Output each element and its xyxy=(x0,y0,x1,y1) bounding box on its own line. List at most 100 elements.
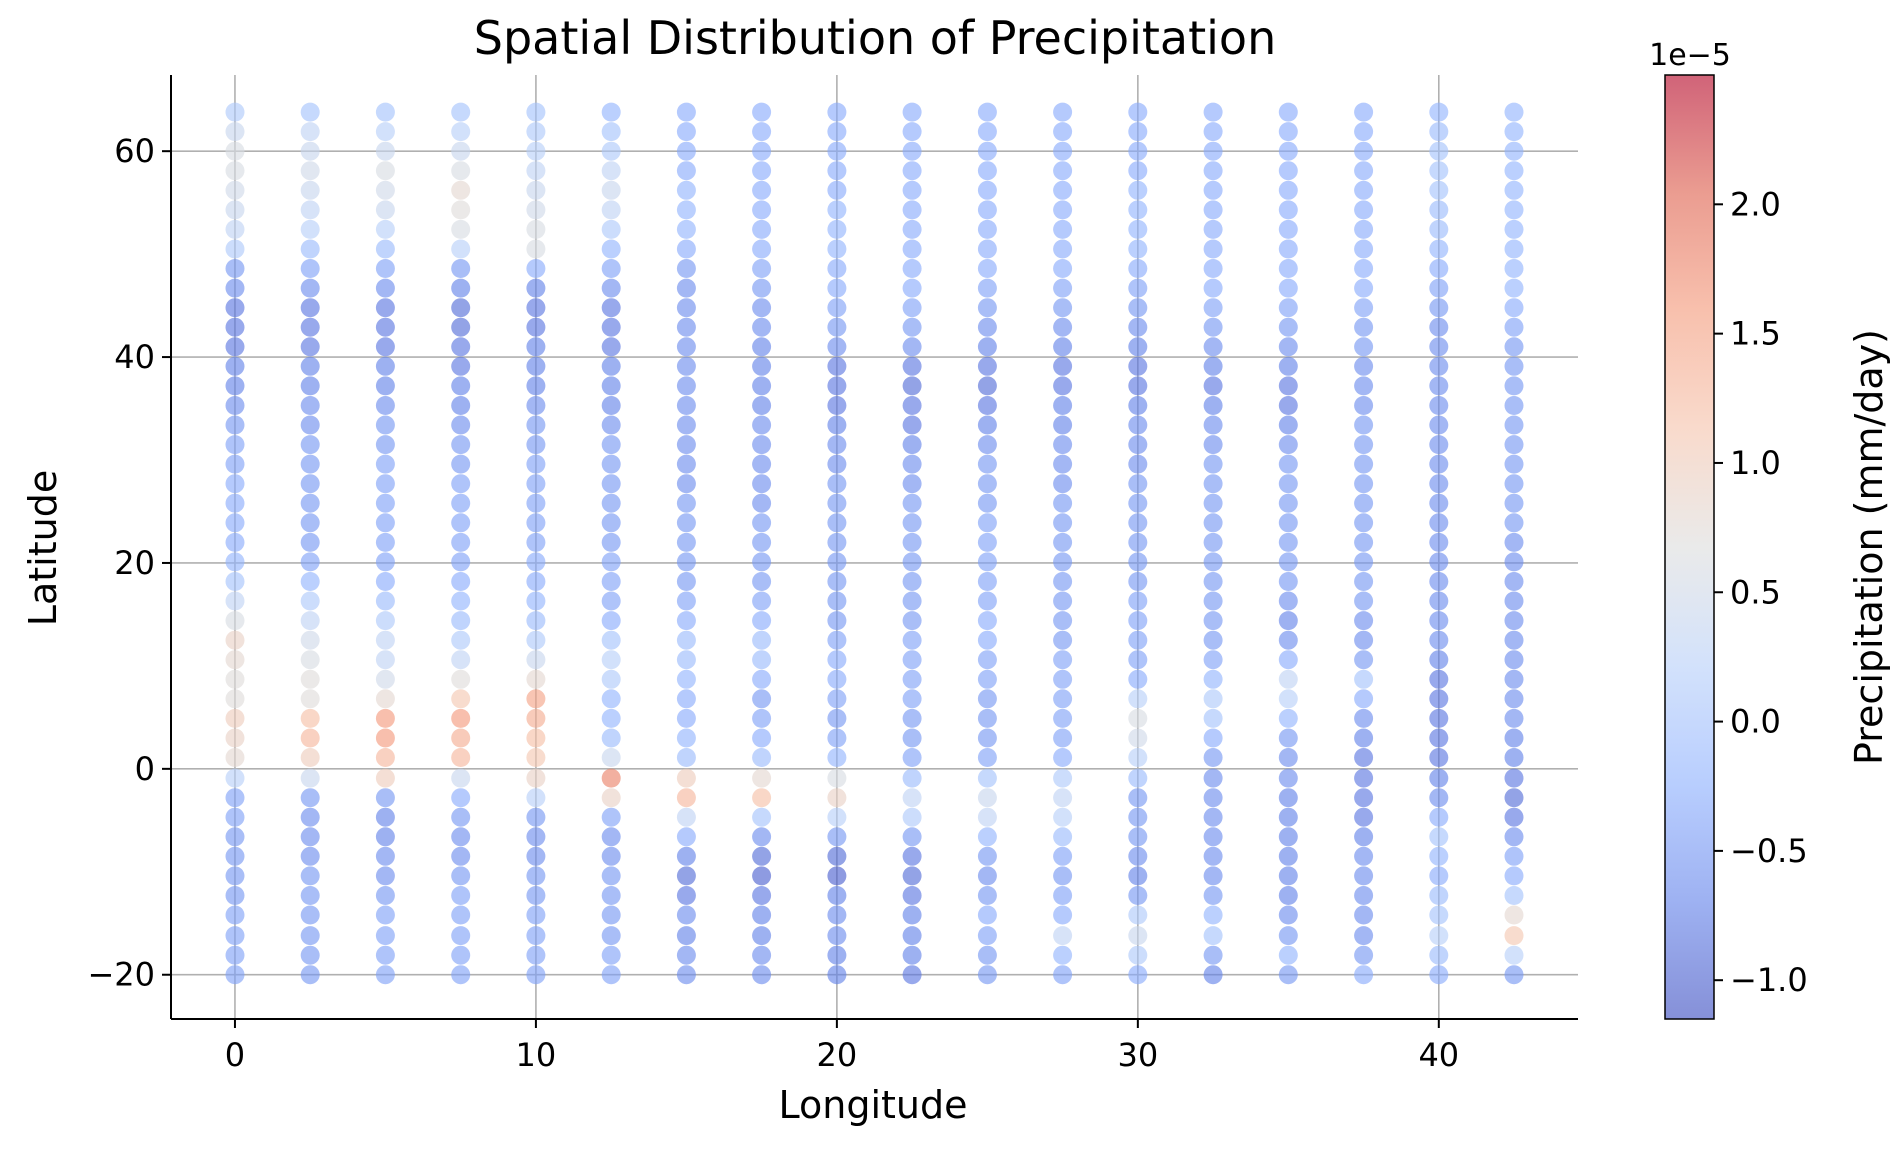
data-point xyxy=(676,141,696,161)
data-point xyxy=(827,337,847,357)
data-point xyxy=(225,926,245,946)
data-point xyxy=(1504,669,1524,689)
data-point xyxy=(1504,611,1524,631)
data-point xyxy=(451,611,471,631)
data-point xyxy=(1053,454,1073,474)
data-point xyxy=(375,650,395,670)
colorbar-tick-label: 1.5 xyxy=(1730,315,1781,353)
data-point xyxy=(1203,532,1223,552)
data-point xyxy=(1203,572,1223,591)
data-point xyxy=(526,337,546,357)
data-point xyxy=(1053,926,1073,946)
data-point xyxy=(526,926,546,946)
data-point xyxy=(1053,768,1073,788)
data-point xyxy=(752,807,772,827)
data-point xyxy=(1053,513,1073,533)
data-point xyxy=(451,572,471,591)
data-point xyxy=(752,905,772,925)
data-point xyxy=(1354,532,1374,552)
data-point xyxy=(1203,650,1223,670)
data-point xyxy=(902,945,922,965)
data-point xyxy=(1203,591,1223,611)
data-point xyxy=(601,376,621,396)
data-point xyxy=(1504,259,1524,278)
colorbar-tick-label: 0.0 xyxy=(1730,703,1781,741)
data-point xyxy=(827,219,847,239)
data-point xyxy=(601,435,621,455)
data-point xyxy=(977,886,997,905)
data-point xyxy=(1504,161,1524,181)
data-point xyxy=(300,669,320,689)
data-point xyxy=(1429,396,1449,415)
data-point xyxy=(375,337,395,357)
data-point xyxy=(225,180,245,200)
data-point xyxy=(1354,493,1374,513)
data-point xyxy=(1504,807,1524,827)
data-point xyxy=(977,298,997,318)
data-point xyxy=(1203,102,1223,122)
data-point xyxy=(601,926,621,946)
data-point xyxy=(1128,474,1148,494)
data-point xyxy=(601,532,621,552)
data-point xyxy=(902,650,922,670)
data-point xyxy=(451,200,471,220)
data-point xyxy=(1053,180,1073,200)
data-point xyxy=(375,965,395,985)
data-point xyxy=(1128,689,1148,709)
data-point xyxy=(1053,728,1073,748)
data-point xyxy=(225,219,245,239)
data-point xyxy=(1504,945,1524,965)
data-point xyxy=(1203,807,1223,827)
data-point xyxy=(827,650,847,670)
data-point xyxy=(1203,337,1223,357)
data-point xyxy=(1278,748,1298,767)
data-point xyxy=(225,965,245,985)
data-point xyxy=(1429,827,1449,847)
data-point xyxy=(1278,180,1298,200)
data-point xyxy=(827,141,847,161)
data-point xyxy=(375,768,395,788)
data-point xyxy=(451,454,471,474)
data-point xyxy=(1429,298,1449,318)
data-point xyxy=(1504,886,1524,905)
data-point xyxy=(225,630,245,650)
data-point xyxy=(1203,200,1223,220)
data-point xyxy=(977,630,997,650)
data-point xyxy=(1053,356,1073,376)
data-point xyxy=(526,965,546,985)
data-point xyxy=(977,846,997,866)
data-point xyxy=(1429,886,1449,905)
data-point xyxy=(601,945,621,965)
data-point xyxy=(902,532,922,552)
data-point xyxy=(1053,200,1073,220)
data-point xyxy=(526,396,546,415)
data-point xyxy=(1429,748,1449,767)
data-point xyxy=(1128,552,1148,572)
data-point xyxy=(526,886,546,905)
data-point xyxy=(902,356,922,376)
data-point xyxy=(1354,846,1374,866)
data-point xyxy=(451,376,471,396)
data-point xyxy=(1128,532,1148,552)
data-point xyxy=(451,415,471,435)
data-point xyxy=(827,200,847,220)
data-point xyxy=(752,650,772,670)
data-point xyxy=(601,180,621,200)
data-point xyxy=(225,708,245,728)
data-point xyxy=(676,356,696,376)
data-point xyxy=(977,611,997,631)
data-point xyxy=(225,513,245,533)
data-point xyxy=(977,591,997,611)
data-point xyxy=(902,905,922,925)
data-point xyxy=(827,846,847,866)
data-point xyxy=(676,454,696,474)
data-point xyxy=(1128,788,1148,808)
data-point xyxy=(375,278,395,298)
data-point xyxy=(902,728,922,748)
data-point xyxy=(902,180,922,200)
data-point xyxy=(1128,493,1148,513)
data-point xyxy=(752,945,772,965)
data-point xyxy=(451,886,471,905)
data-point xyxy=(526,278,546,298)
data-point xyxy=(1128,945,1148,965)
